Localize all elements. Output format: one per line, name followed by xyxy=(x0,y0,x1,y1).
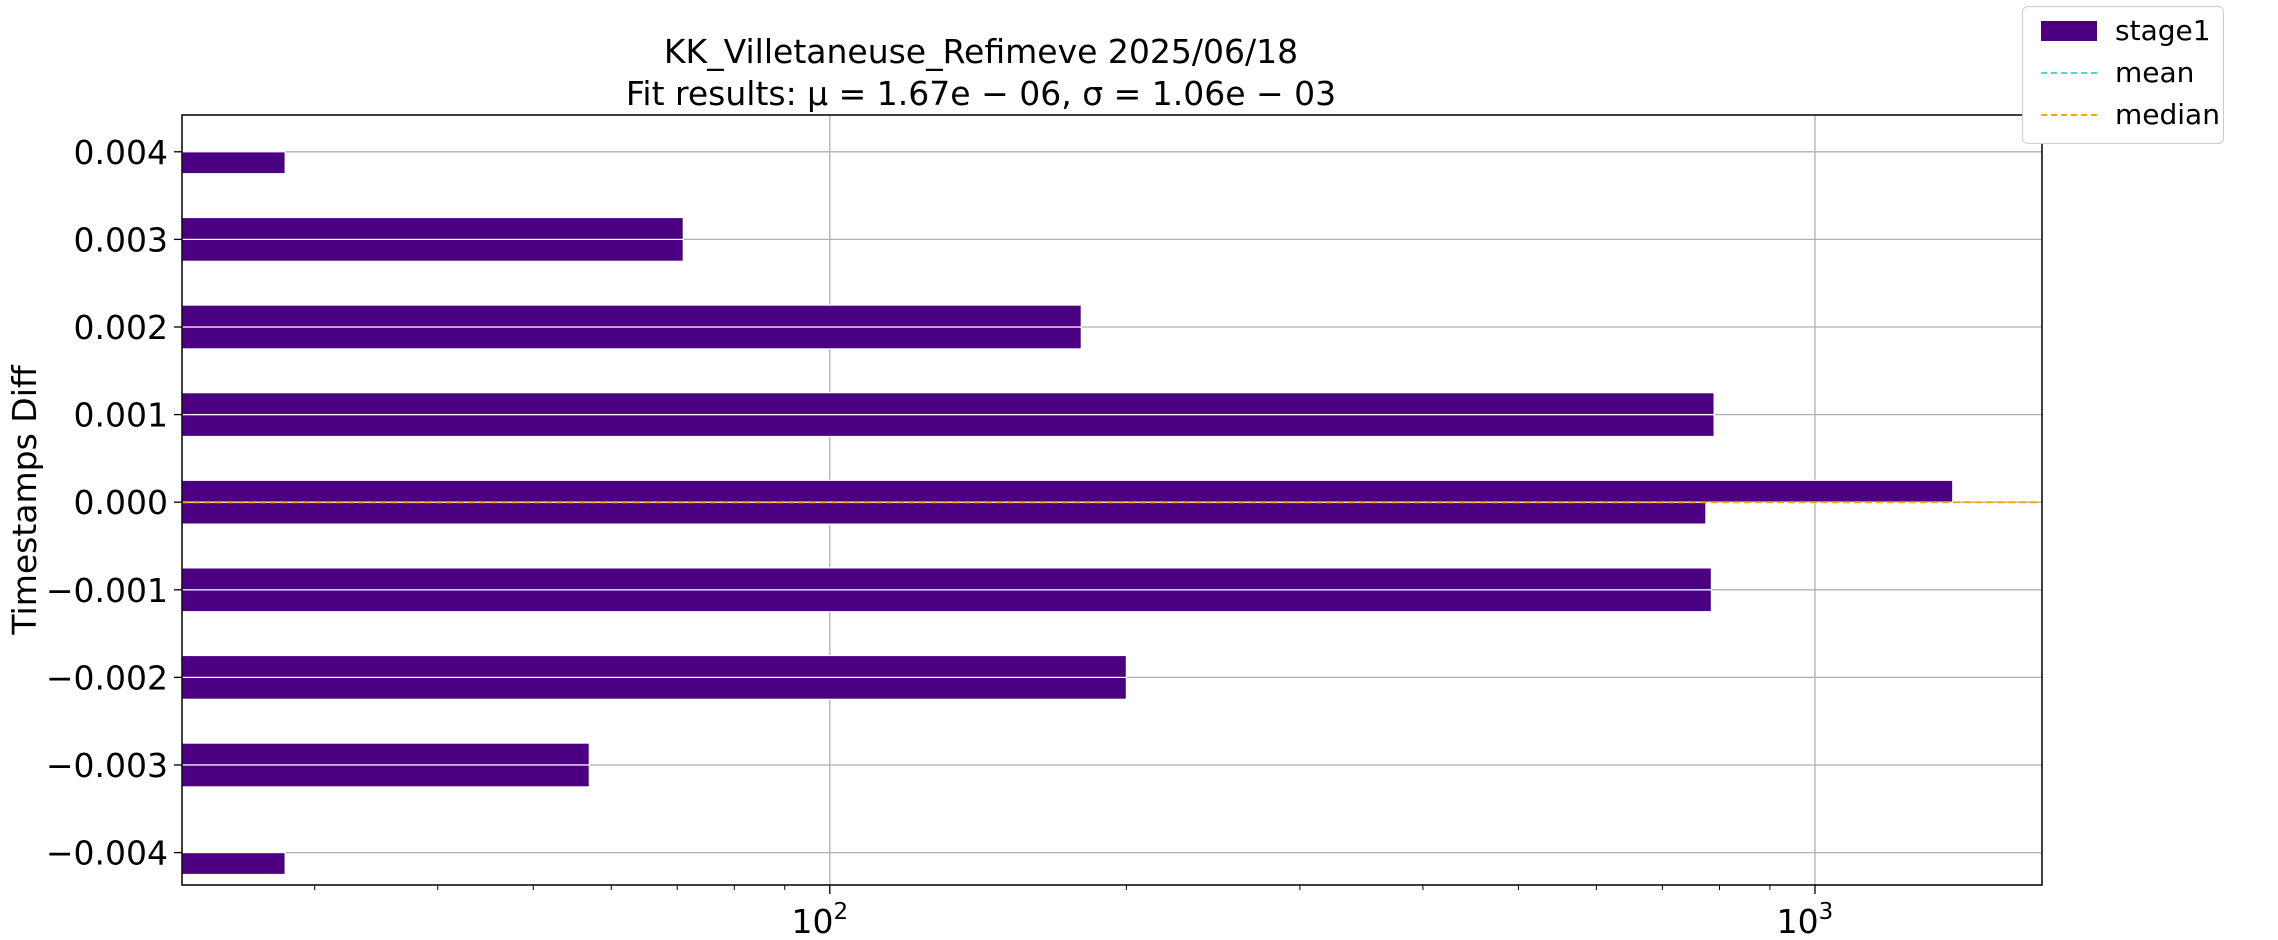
bar-stage1 xyxy=(181,216,684,240)
y-tick-label: 0.002 xyxy=(74,308,168,347)
y-tick-label: −0.001 xyxy=(46,571,168,610)
bar-stage1 xyxy=(181,654,1127,678)
bar-stage1 xyxy=(181,392,1715,416)
legend: stage1 mean median xyxy=(2022,6,2224,144)
y-tick-label: −0.004 xyxy=(46,834,168,873)
legend-entry-stage1: stage1 xyxy=(2023,14,2223,47)
legend-label-stage1: stage1 xyxy=(2115,14,2211,47)
ticks-layer: 0.004 0.003 0.002 0.001 0.000 −0.001 −0.002 −0.… xyxy=(46,133,1833,940)
bars-layer xyxy=(181,151,1954,876)
bar-stage1 xyxy=(181,151,286,175)
bar-stage1 xyxy=(181,764,590,788)
legend-entry-median: median xyxy=(2023,98,2223,131)
y-tick-label: −0.003 xyxy=(46,746,168,785)
bar-stage1 xyxy=(181,567,1713,591)
plot-frame xyxy=(181,114,2043,886)
chart-subtitle: Fit results: μ = 1.67e − 06, σ = 1.06e −… xyxy=(625,74,1337,113)
y-tick-label: 0.001 xyxy=(74,396,168,435)
bar-stage1 xyxy=(181,479,1954,503)
bar-stage1 xyxy=(181,589,1713,613)
bar-stage1 xyxy=(181,501,1707,525)
axes-layer xyxy=(181,114,2043,886)
bar-stage1 xyxy=(181,326,1082,350)
x-tick-label: 102 xyxy=(791,899,848,940)
y-tick-label: 0.000 xyxy=(74,483,168,522)
bar-stage1 xyxy=(181,676,1127,700)
y-tick-label: 0.003 xyxy=(74,220,168,259)
bar-stage1 xyxy=(181,304,1082,328)
bar-stage1 xyxy=(181,413,1715,438)
chart-title: KK_Villetaneuse_Refimeve 2025/06/18 xyxy=(663,32,1299,71)
legend-label-median: median xyxy=(2115,98,2220,131)
legend-swatch-stage1 xyxy=(2041,21,2097,41)
y-axis-label: Timestamps Diff xyxy=(5,364,44,635)
x-tick-label: 103 xyxy=(1777,899,1834,940)
bar-stage1 xyxy=(181,238,684,262)
legend-label-mean: mean xyxy=(2115,56,2195,89)
legend-entry-mean: mean xyxy=(2023,56,2223,89)
y-tick-label: 0.004 xyxy=(74,133,168,172)
y-tick-label: −0.002 xyxy=(46,658,168,697)
bar-stage1 xyxy=(181,742,590,766)
legend-swatch-mean xyxy=(2041,72,2097,74)
bar-stage1 xyxy=(181,851,286,876)
legend-swatch-median xyxy=(2041,114,2097,116)
